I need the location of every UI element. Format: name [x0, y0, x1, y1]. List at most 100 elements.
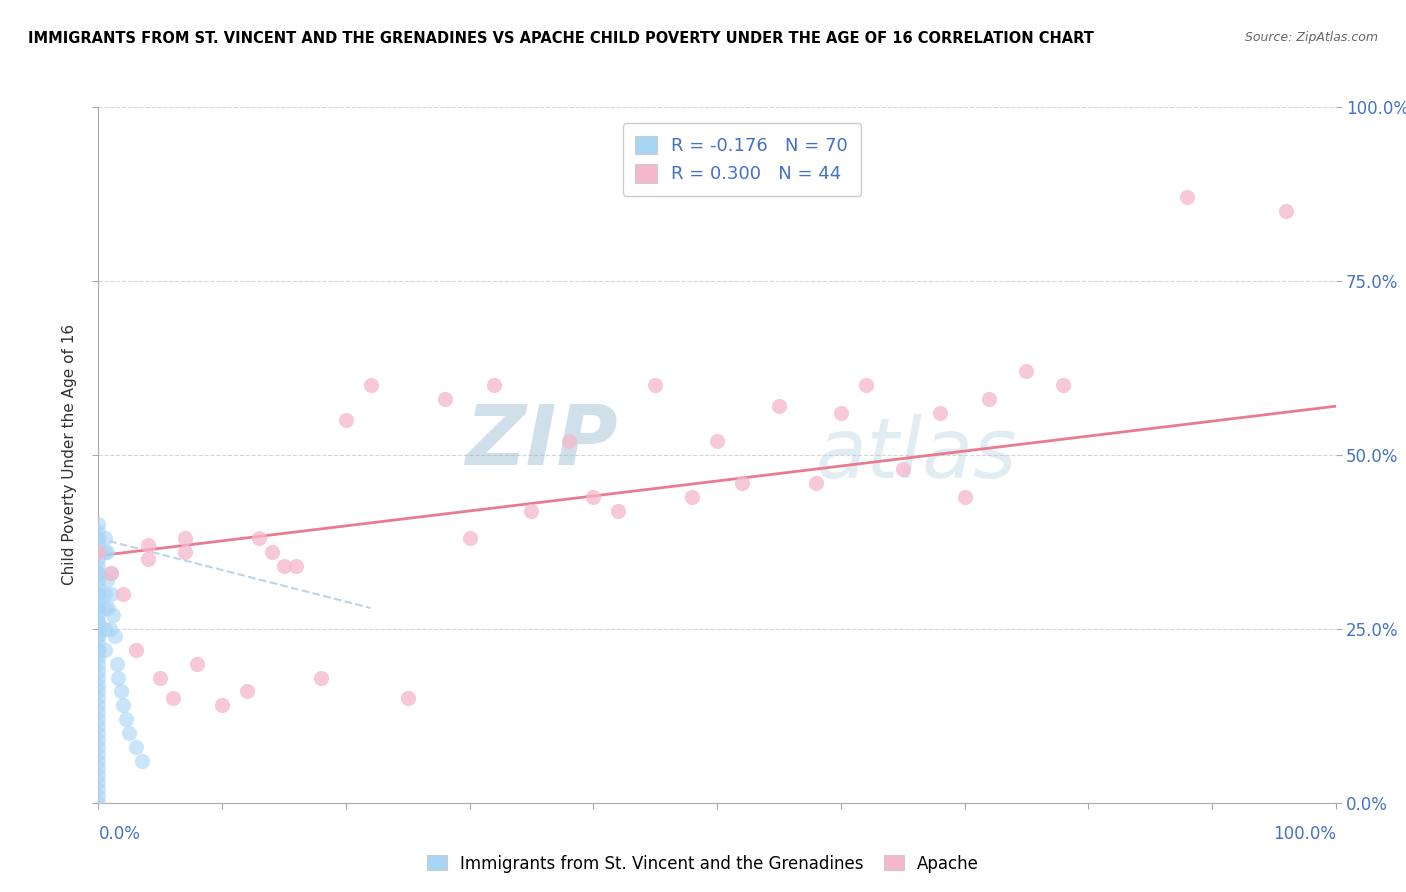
- Point: [96, 573, 118, 587]
- Point: [124, 642, 146, 657]
- Point: [112, 698, 135, 713]
- Point: [87, 642, 110, 657]
- Point: [87, 781, 110, 796]
- Point: [87, 601, 110, 615]
- Point: [87, 636, 110, 650]
- Point: [681, 490, 703, 504]
- Point: [87, 566, 110, 581]
- Point: [136, 552, 159, 566]
- Point: [87, 545, 110, 559]
- Point: [87, 789, 110, 803]
- Point: [93, 545, 115, 559]
- Point: [644, 378, 666, 392]
- Point: [87, 524, 110, 539]
- Point: [768, 399, 790, 413]
- Point: [87, 615, 110, 629]
- Point: [87, 545, 110, 559]
- Point: [162, 691, 184, 706]
- Point: [928, 406, 950, 420]
- Point: [87, 775, 110, 789]
- Point: [830, 406, 852, 420]
- Text: 100.0%: 100.0%: [1272, 825, 1336, 843]
- Point: [87, 796, 110, 810]
- Point: [87, 629, 110, 643]
- Point: [87, 629, 110, 643]
- Y-axis label: Child Poverty Under the Age of 16: Child Poverty Under the Age of 16: [62, 325, 77, 585]
- Point: [87, 566, 110, 581]
- Point: [87, 532, 110, 546]
- Point: [87, 580, 110, 594]
- Point: [87, 587, 110, 601]
- Point: [98, 622, 121, 636]
- Point: [360, 378, 382, 392]
- Point: [87, 538, 110, 552]
- Text: IMMIGRANTS FROM ST. VINCENT AND THE GRENADINES VS APACHE CHILD POVERTY UNDER THE: IMMIGRANTS FROM ST. VINCENT AND THE GREN…: [28, 31, 1094, 46]
- Point: [118, 726, 141, 740]
- Point: [953, 490, 976, 504]
- Point: [112, 587, 135, 601]
- Point: [1052, 378, 1074, 392]
- Point: [87, 761, 110, 775]
- Point: [285, 559, 308, 574]
- Point: [87, 552, 110, 566]
- Point: [87, 768, 110, 782]
- Point: [87, 698, 110, 713]
- Point: [96, 545, 118, 559]
- Point: [87, 573, 110, 587]
- Point: [93, 601, 115, 615]
- Point: [731, 475, 754, 490]
- Point: [100, 587, 122, 601]
- Point: [87, 649, 110, 664]
- Point: [107, 671, 129, 685]
- Point: [87, 740, 110, 755]
- Point: [87, 719, 110, 733]
- Point: [174, 532, 197, 546]
- Point: [458, 532, 481, 546]
- Point: [87, 622, 110, 636]
- Point: [211, 698, 233, 713]
- Point: [273, 559, 295, 574]
- Point: [309, 671, 332, 685]
- Point: [520, 503, 543, 517]
- Point: [87, 664, 110, 678]
- Point: [484, 378, 506, 392]
- Point: [93, 622, 115, 636]
- Point: [87, 733, 110, 747]
- Point: [706, 434, 728, 448]
- Point: [131, 754, 153, 768]
- Point: [607, 503, 630, 517]
- Point: [87, 615, 110, 629]
- Point: [87, 607, 110, 622]
- Point: [103, 607, 125, 622]
- Point: [335, 413, 357, 427]
- Point: [149, 671, 172, 685]
- Point: [260, 545, 283, 559]
- Point: [136, 538, 159, 552]
- Point: [87, 594, 110, 608]
- Point: [93, 532, 115, 546]
- Legend: Immigrants from St. Vincent and the Grenadines, Apache: Immigrants from St. Vincent and the Gren…: [420, 848, 986, 880]
- Text: Source: ZipAtlas.com: Source: ZipAtlas.com: [1244, 31, 1378, 45]
- Point: [87, 517, 110, 532]
- Point: [186, 657, 208, 671]
- Point: [891, 462, 914, 476]
- Point: [174, 545, 197, 559]
- Point: [110, 684, 132, 698]
- Point: [93, 642, 115, 657]
- Text: atlas: atlas: [815, 415, 1018, 495]
- Point: [1275, 204, 1298, 219]
- Point: [87, 754, 110, 768]
- Point: [87, 657, 110, 671]
- Text: 0.0%: 0.0%: [98, 825, 141, 843]
- Point: [433, 392, 456, 407]
- Point: [87, 747, 110, 761]
- Point: [247, 532, 270, 546]
- Point: [87, 677, 110, 691]
- Point: [87, 691, 110, 706]
- Point: [87, 706, 110, 720]
- Legend: R = -0.176   N = 70, R = 0.300   N = 44: R = -0.176 N = 70, R = 0.300 N = 44: [623, 123, 860, 196]
- Point: [87, 671, 110, 685]
- Point: [103, 629, 125, 643]
- Point: [114, 712, 136, 726]
- Point: [557, 434, 579, 448]
